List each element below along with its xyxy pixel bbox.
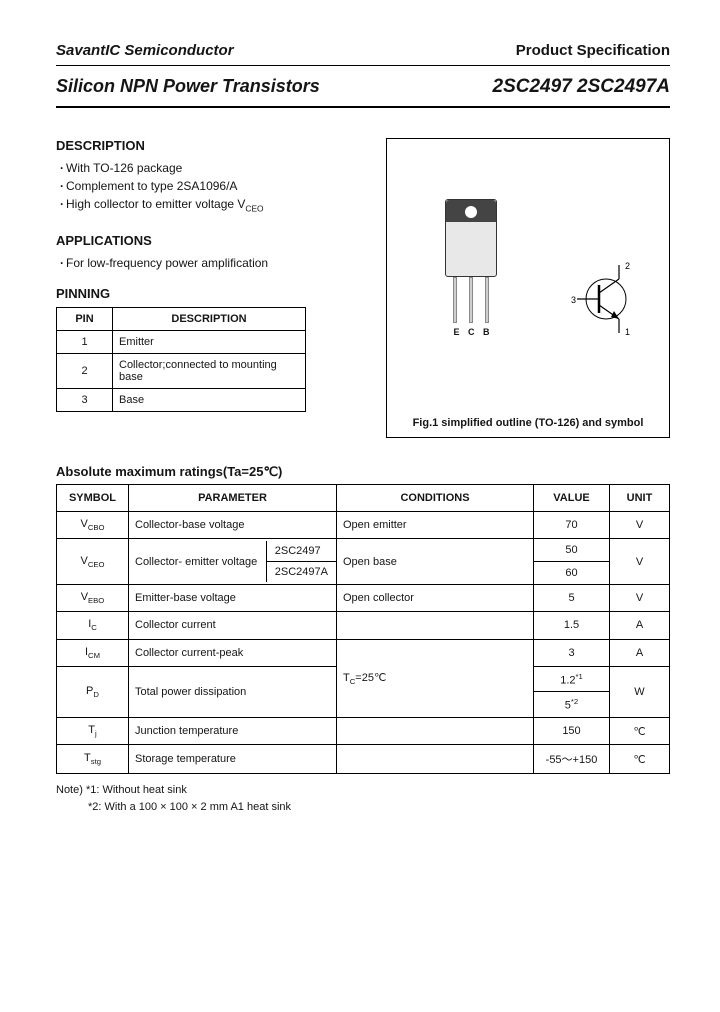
table-row: Tstg Storage temperature -55～+150 ℃ [57, 745, 670, 774]
app-item: For low-frequency power amplification [60, 254, 366, 272]
desc-item: High collector to emitter voltage VCEO [60, 195, 366, 215]
spec-label: Product Specification [516, 42, 670, 59]
applications-heading: APPLICATIONS [56, 233, 366, 248]
rule-thick [56, 106, 670, 108]
transistor-symbol-icon: 2 1 3 [571, 259, 641, 339]
footnotes: Note) *1: Without heat sink *2: With a 1… [56, 782, 670, 815]
description-heading: DESCRIPTION [56, 138, 366, 153]
applications-list: For low-frequency power amplification [60, 254, 366, 272]
desc-item: With TO-126 package [60, 159, 366, 177]
company-name: SavantIC Semiconductor [56, 42, 234, 59]
pinning-heading: PINNING [56, 286, 366, 301]
pin-col-pin: PIN [57, 308, 113, 331]
sym-pin1: 1 [625, 327, 630, 337]
figure-caption: Fig.1 simplified outline (TO-126) and sy… [387, 417, 669, 429]
col-value: VALUE [534, 485, 610, 512]
table-row: ICM Collector current-peak TC=25℃ 3 A [57, 639, 670, 666]
right-column: E C B 2 1 3 Fig.1 simplified outlin [386, 138, 670, 438]
ratings-heading: Absolute maximum ratings(Ta=25℃) [56, 464, 670, 480]
table-row: Tj Junction temperature 150 ℃ [57, 718, 670, 745]
note-line: *2: With a 100 × 100 × 2 mm A1 heat sink [88, 799, 670, 816]
table-row: 3 Base [57, 389, 306, 412]
sym-pin2: 2 [625, 261, 630, 271]
doc-subtitle: Silicon NPN Power Transistors [56, 76, 320, 97]
desc-item: Complement to type 2SA1096/A [60, 177, 366, 195]
table-row: IC Collector current 1.5 A [57, 612, 670, 639]
description-list: With TO-126 package Complement to type 2… [60, 159, 366, 215]
lead-icon [469, 277, 473, 323]
package-drawing: E C B [445, 199, 497, 277]
figure-box: E C B 2 1 3 Fig.1 simplified outlin [386, 138, 670, 438]
rule-top [56, 65, 670, 66]
note-line: Note) *1: Without heat sink [56, 782, 670, 799]
table-row: 1 Emitter [57, 331, 306, 354]
col-parameter: PARAMETER [129, 485, 337, 512]
lead-icon [485, 277, 489, 323]
package-body-icon [445, 199, 497, 277]
ratings-table: SYMBOL PARAMETER CONDITIONS VALUE UNIT V… [56, 484, 670, 774]
part-number: 2SC2497 2SC2497A [493, 76, 670, 98]
pin-col-desc: DESCRIPTION [113, 308, 306, 331]
left-column: DESCRIPTION With TO-126 package Compleme… [56, 138, 366, 438]
table-row: VCBO Collector-base voltage Open emitter… [57, 512, 670, 539]
table-row: VEBO Emitter-base voltage Open collector… [57, 585, 670, 612]
sym-pin3: 3 [571, 295, 576, 305]
lead-icon [453, 277, 457, 323]
pin-labels: E C B [445, 327, 499, 337]
col-conditions: CONDITIONS [337, 485, 534, 512]
header-row: SavantIC Semiconductor Product Specifica… [56, 42, 670, 59]
table-row: VCEO Collector- emitter voltage 2SC2497 … [57, 539, 670, 585]
col-unit: UNIT [610, 485, 670, 512]
table-row: 2 Collector;connected to mounting base [57, 354, 306, 389]
pinning-table: PIN DESCRIPTION 1 Emitter 2 Collector;co… [56, 307, 306, 412]
title-row: Silicon NPN Power Transistors 2SC2497 2S… [56, 76, 670, 98]
upper-content: DESCRIPTION With TO-126 package Compleme… [56, 138, 670, 438]
col-symbol: SYMBOL [57, 485, 129, 512]
